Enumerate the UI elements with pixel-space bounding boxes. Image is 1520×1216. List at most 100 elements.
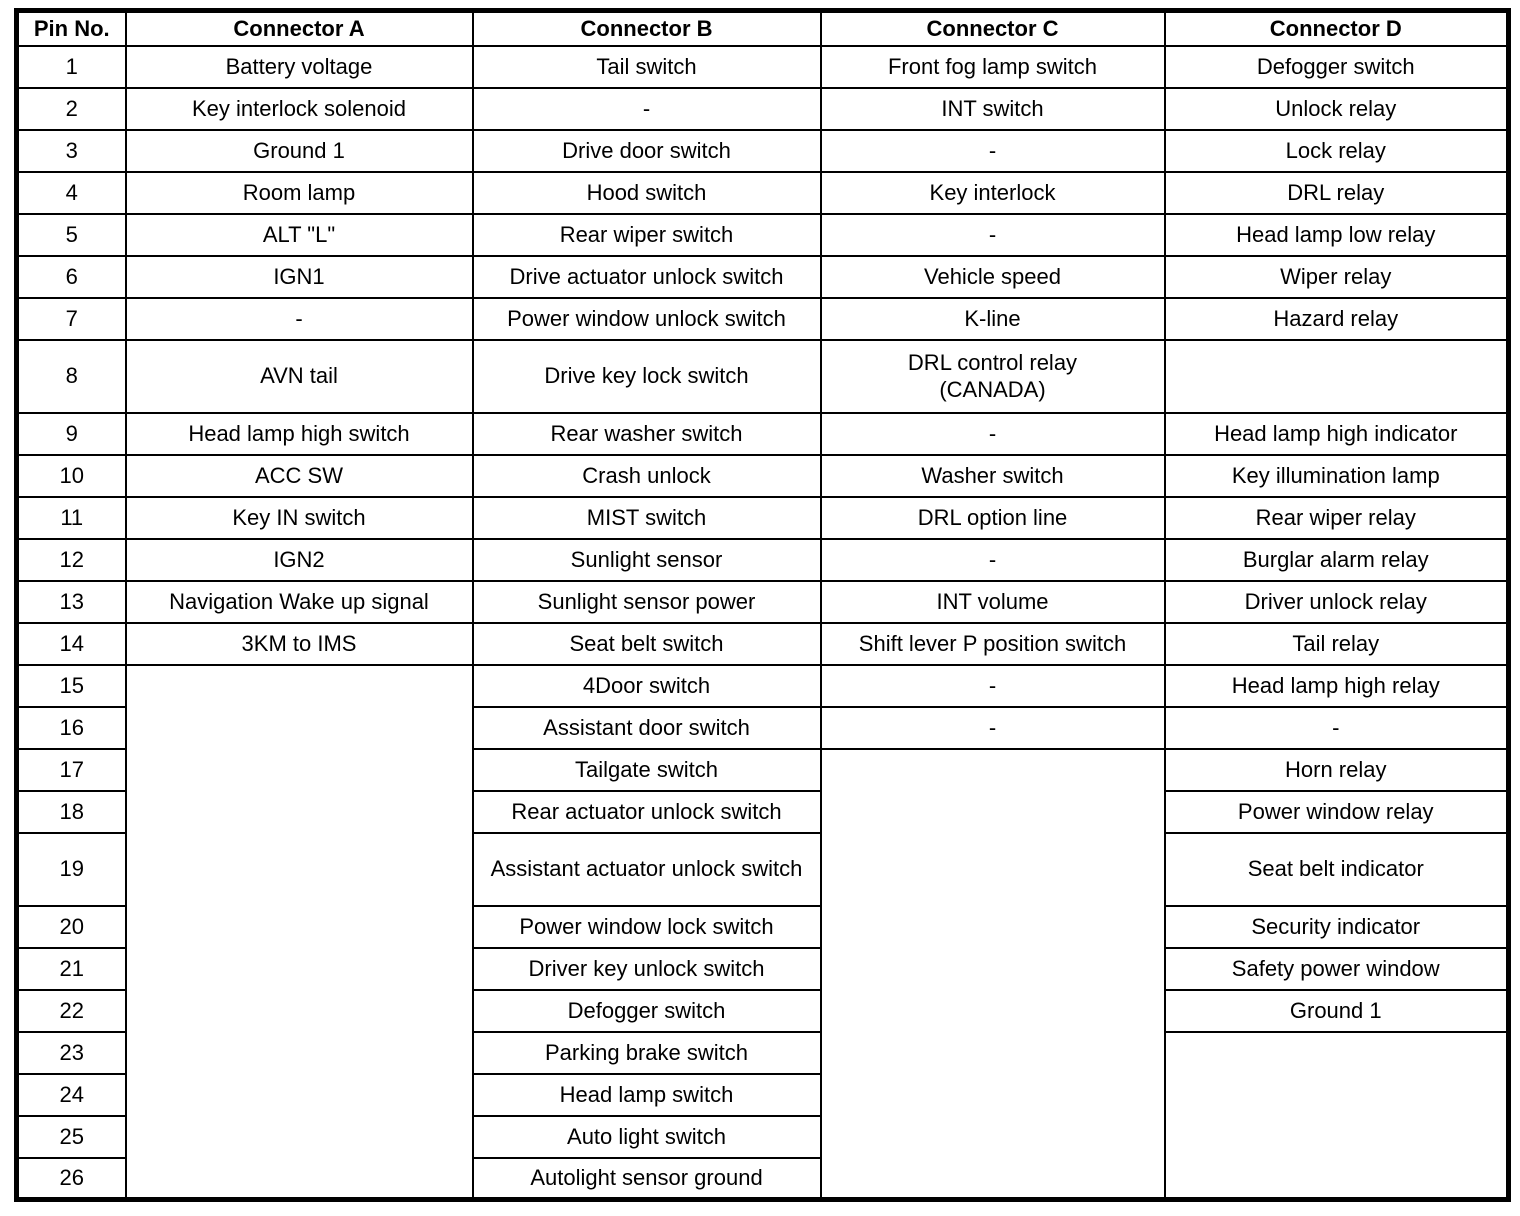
- table-row: 20 Power window lock switch Security ind…: [15, 904, 1510, 949]
- pin-number-cell: 4: [15, 170, 127, 215]
- connector-a-empty-cell: [124, 663, 474, 1201]
- connector-b-cell: Hood switch: [471, 170, 822, 215]
- connector-b-cell: Power window unlock switch: [471, 296, 822, 341]
- connector-c-cell: -: [819, 128, 1166, 173]
- connector-c-cell: DRL control relay (CANADA): [819, 338, 1166, 414]
- connector-d-cell: Hazard relay: [1163, 296, 1510, 341]
- connector-d-cell: Horn relay: [1163, 747, 1510, 792]
- table-row: 13 Navigation Wake up signal Sunlight se…: [15, 579, 1510, 624]
- connector-d-cell: Driver unlock relay: [1163, 579, 1510, 624]
- connector-d-cell: Head lamp high indicator: [1163, 411, 1510, 456]
- table-row: 4 Room lamp Hood switch Key interlock DR…: [15, 170, 1510, 215]
- connector-b-cell: Assistant actuator unlock switch: [471, 831, 822, 907]
- pin-number-cell: 26: [15, 1156, 127, 1201]
- connector-b-cell: Rear washer switch: [471, 411, 822, 456]
- pin-number-cell: 21: [15, 946, 127, 991]
- connector-a-cell: Key interlock solenoid: [124, 86, 474, 131]
- connector-b-cell: Sunlight sensor power: [471, 579, 822, 624]
- connector-d-empty-cell: [1163, 1030, 1510, 1201]
- table-row: 10 ACC SW Crash unlock Washer switch Key…: [15, 453, 1510, 498]
- pin-number-cell: 7: [15, 296, 127, 341]
- connector-a-cell: AVN tail: [124, 338, 474, 414]
- pin-number-cell: 24: [15, 1072, 127, 1117]
- pin-number-cell: 8: [15, 338, 127, 414]
- connector-a-cell: Head lamp high switch: [124, 411, 474, 456]
- connector-a-cell: Battery voltage: [124, 44, 474, 89]
- pin-number-cell: 11: [15, 495, 127, 540]
- connector-c-cell: -: [819, 411, 1166, 456]
- table-row: 12 IGN2 Sunlight sensor - Burglar alarm …: [15, 537, 1510, 582]
- connector-pin-assignment-table: Pin No. Connector A Connector B Connecto…: [14, 8, 1511, 1202]
- connector-a-cell: Navigation Wake up signal: [124, 579, 474, 624]
- connector-c-cell: Front fog lamp switch: [819, 44, 1166, 89]
- connector-d-cell: Head lamp high relay: [1163, 663, 1510, 708]
- pin-number-cell: 10: [15, 453, 127, 498]
- pin-number-cell: 15: [15, 663, 127, 708]
- table-row: 2 Key interlock solenoid - INT switch Un…: [15, 86, 1510, 131]
- pin-number-cell: 18: [15, 789, 127, 834]
- table-row: 8 AVN tail Drive key lock switch DRL con…: [15, 338, 1510, 414]
- table-row: 14 3KM to IMS Seat belt switch Shift lev…: [15, 621, 1510, 666]
- pin-number-cell: 22: [15, 988, 127, 1033]
- connector-b-cell: Tail switch: [471, 44, 822, 89]
- pin-number-cell: 14: [15, 621, 127, 666]
- connector-c-cell: -: [819, 212, 1166, 257]
- connector-d-cell: Wiper relay: [1163, 254, 1510, 299]
- connector-b-cell: Driver key unlock switch: [471, 946, 822, 991]
- connector-d-cell: Key illumination lamp: [1163, 453, 1510, 498]
- connector-d-cell: Defogger switch: [1163, 44, 1510, 89]
- connector-d-cell: Unlock relay: [1163, 86, 1510, 131]
- pin-number-cell: 9: [15, 411, 127, 456]
- connector-c-cell: Washer switch: [819, 453, 1166, 498]
- connector-d-cell: Burglar alarm relay: [1163, 537, 1510, 582]
- table-row: 16 Assistant door switch - -: [15, 705, 1510, 750]
- connector-d-cell: DRL relay: [1163, 170, 1510, 215]
- connector-b-cell: Seat belt switch: [471, 621, 822, 666]
- table-row: 17 Tailgate switch Horn relay: [15, 747, 1510, 1201]
- connector-b-cell: Rear wiper switch: [471, 212, 822, 257]
- table-row: 23 Parking brake switch: [15, 1030, 1510, 1201]
- table-row: 26 Autolight sensor ground: [15, 1156, 1509, 1201]
- connector-a-cell: Room lamp: [124, 170, 474, 215]
- connector-b-cell: -: [471, 86, 822, 131]
- connector-c-empty-cell: [819, 747, 1166, 1201]
- pin-number-cell: 16: [15, 705, 127, 750]
- connector-a-cell: -: [124, 296, 474, 341]
- connector-c-cell: -: [819, 663, 1166, 708]
- pin-number-cell: 2: [15, 86, 127, 131]
- connector-c-cell: Vehicle speed: [819, 254, 1166, 299]
- connector-a-cell: Key IN switch: [124, 495, 474, 540]
- pin-number-cell: 3: [15, 128, 127, 173]
- table-row: 7 - Power window unlock switch K-line Ha…: [15, 296, 1510, 341]
- connector-b-cell: Crash unlock: [471, 453, 822, 498]
- connector-c-cell: -: [819, 537, 1166, 582]
- connector-d-cell: Safety power window: [1163, 946, 1510, 991]
- table-row: 9 Head lamp high switch Rear washer swit…: [15, 411, 1510, 456]
- header-pin-no: Pin No.: [15, 9, 127, 47]
- connector-d-cell: Security indicator: [1163, 904, 1510, 949]
- table-row: 11 Key IN switch MIST switch DRL option …: [15, 495, 1510, 540]
- connector-b-cell: Sunlight sensor: [471, 537, 822, 582]
- connector-b-cell: Auto light switch: [471, 1114, 822, 1159]
- connector-b-cell: Power window lock switch: [471, 904, 822, 949]
- table-row: 15 4Door switch - Head lamp high relay: [15, 663, 1510, 1201]
- connector-d-cell: Power window relay: [1163, 789, 1510, 834]
- connector-d-cell: Seat belt indicator: [1163, 831, 1510, 907]
- pin-number-cell: 5: [15, 212, 127, 257]
- table-row: 25 Auto light switch: [15, 1114, 1509, 1159]
- connector-d-cell: Lock relay: [1163, 128, 1510, 173]
- table-row: 6 IGN1 Drive actuator unlock switch Vehi…: [15, 254, 1510, 299]
- connector-d-empty-cell: [1163, 338, 1510, 414]
- header-connector-a: Connector A: [124, 9, 474, 47]
- connector-b-cell: 4Door switch: [471, 663, 822, 708]
- connector-d-cell: Head lamp low relay: [1163, 212, 1510, 257]
- connector-b-cell: Autolight sensor ground: [471, 1156, 822, 1201]
- table-row: 18 Rear actuator unlock switch Power win…: [15, 789, 1510, 834]
- pin-number-cell: 17: [15, 747, 127, 792]
- connector-c-cell: -: [819, 705, 1166, 750]
- connector-b-cell: Drive door switch: [471, 128, 822, 173]
- pin-number-cell: 20: [15, 904, 127, 949]
- connector-b-cell: Drive key lock switch: [471, 338, 822, 414]
- connector-c-cell: INT volume: [819, 579, 1166, 624]
